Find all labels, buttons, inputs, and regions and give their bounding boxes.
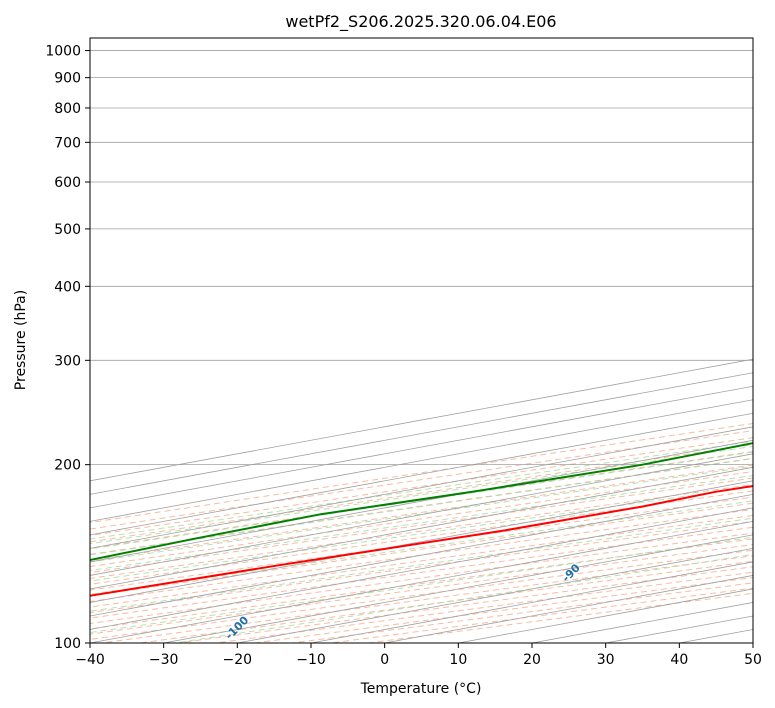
x-tick-label: −30	[149, 652, 179, 668]
x-tick-label: 40	[670, 652, 688, 668]
x-tick-label: 50	[744, 652, 762, 668]
isotherm-line	[90, 493, 753, 617]
chart-title: wetPf2_S206.2025.320.06.04.E06	[285, 12, 556, 32]
y-tick-label: 900	[54, 71, 81, 87]
y-tick-label: 300	[54, 353, 81, 369]
y-tick-label: 400	[54, 279, 81, 295]
isotherm-line	[90, 453, 753, 576]
x-tick-label: 0	[380, 652, 389, 668]
isotherm-line	[90, 439, 753, 563]
x-axis-ticks: −40 −30 −20 −10 0 10 20 30 40 50	[75, 643, 762, 668]
x-tick-label: −20	[223, 652, 253, 668]
x-tick-label: 10	[449, 652, 467, 668]
y-tick-label: 1000	[45, 44, 81, 60]
y-tick-label: 700	[54, 135, 81, 151]
isobars	[90, 50, 753, 643]
isotherm-line	[90, 480, 753, 603]
y-tick-label: 800	[54, 101, 81, 117]
isotherm-line	[163, 534, 753, 643]
isotherm-line	[752, 642, 753, 643]
y-tick-label: 500	[54, 222, 81, 238]
y-axis-title: Pressure (hPa)	[13, 290, 29, 390]
x-tick-label: −40	[75, 652, 105, 668]
plot-frame	[89, 37, 754, 644]
dewpoint-profile-line	[90, 442, 753, 562]
isotherm-line	[90, 507, 753, 630]
x-tick-label: 20	[523, 652, 541, 668]
isotherm-line	[90, 466, 753, 590]
y-tick-label: 200	[54, 458, 81, 474]
x-tick-label: −10	[296, 652, 326, 668]
isotherms	[90, 358, 753, 643]
plot-content: -100-90-80-70-60-50-40-30-20-10010203040…	[90, 50, 753, 643]
y-tick-label: 100	[54, 636, 81, 652]
temperature-profile-line	[90, 485, 753, 597]
y-axis-ticks: 100 200 300 400 500 600 700 800 900 1000	[45, 44, 90, 652]
isotherm-line	[90, 520, 753, 643]
x-tick-label: 30	[597, 652, 615, 668]
x-axis-title: Temperature (°C)	[360, 681, 482, 697]
y-tick-label: 600	[54, 175, 81, 191]
isotherm-line	[90, 426, 753, 549]
